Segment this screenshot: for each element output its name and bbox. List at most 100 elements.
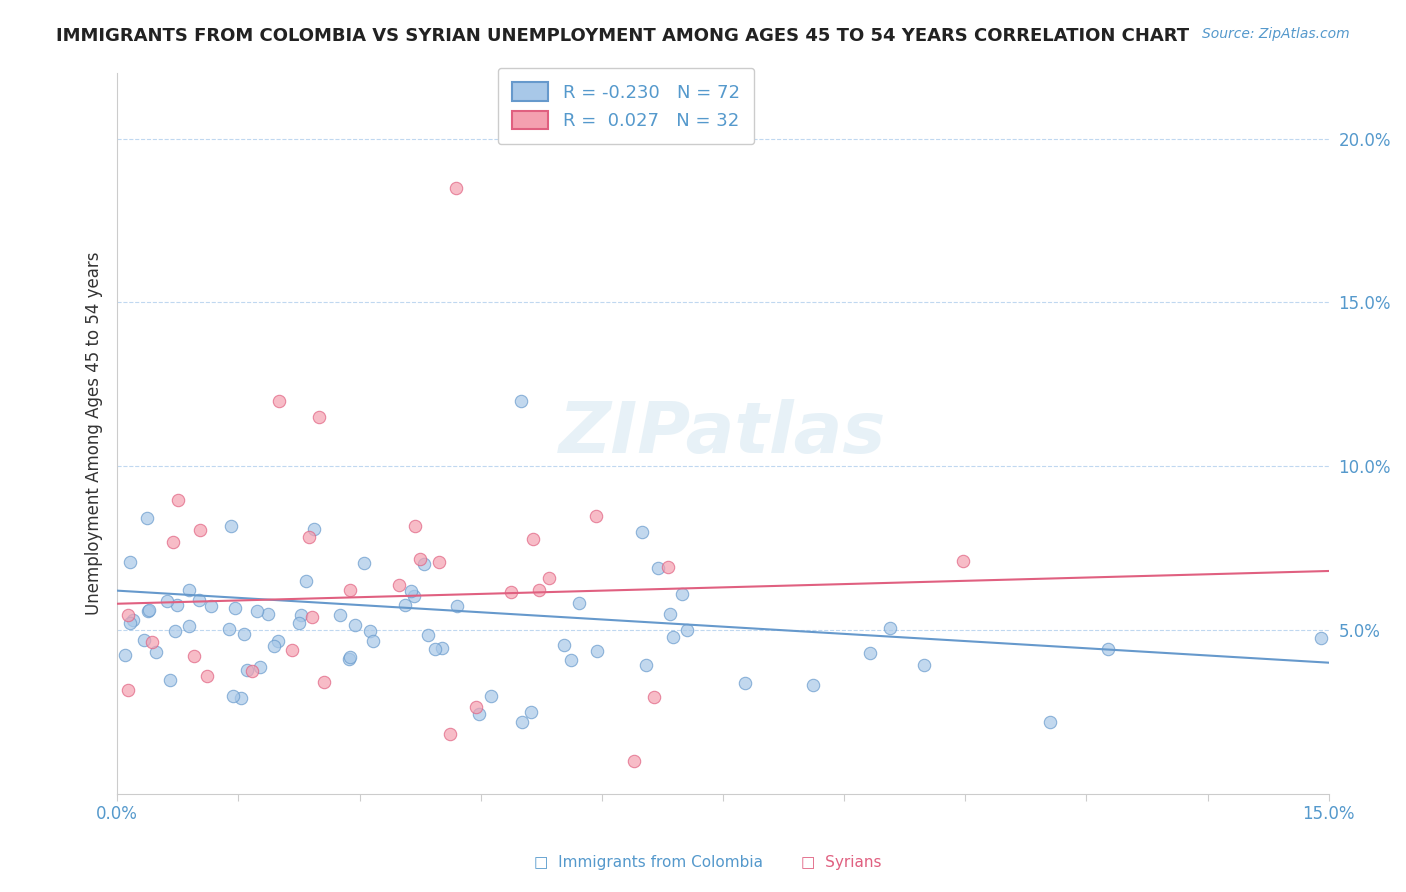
Point [236, 663, 259, 677]
Point [257, 607, 280, 622]
Point [200, 599, 222, 613]
Y-axis label: Unemployment Among Ages 45 to 54 years: Unemployment Among Ages 45 to 54 years [86, 252, 103, 615]
Point [281, 643, 304, 657]
Point [353, 557, 375, 571]
Point [188, 523, 211, 537]
Point [519, 705, 541, 719]
Point [363, 633, 385, 648]
Point [412, 557, 434, 571]
Point [339, 650, 361, 665]
Point [404, 519, 426, 533]
Point [308, 410, 330, 425]
Point [136, 604, 159, 618]
Point [339, 582, 361, 597]
Text: □  Immigrants from Colombia: □ Immigrants from Colombia [534, 855, 763, 870]
Point [801, 678, 824, 692]
Point [404, 589, 426, 603]
Point [468, 706, 491, 721]
Point [167, 493, 190, 508]
Point [287, 616, 309, 631]
Point [430, 640, 453, 655]
Point [859, 646, 882, 660]
Point [219, 519, 242, 533]
Point [177, 619, 200, 633]
Point [188, 593, 211, 607]
Point [166, 598, 188, 612]
Point [510, 714, 533, 729]
Point [121, 613, 143, 627]
Point [240, 664, 263, 678]
Point [1039, 715, 1062, 730]
Text: Source: ZipAtlas.com: Source: ZipAtlas.com [1202, 27, 1350, 41]
Point [294, 574, 316, 589]
Point [231, 690, 253, 705]
Point [159, 673, 181, 688]
Point [145, 645, 167, 659]
Point [156, 594, 179, 608]
Point [141, 635, 163, 649]
Point [631, 524, 654, 539]
Point [427, 556, 450, 570]
Point [586, 644, 609, 658]
Point [138, 603, 160, 617]
Legend: R = -0.230   N = 72, R =  0.027   N = 32: R = -0.230 N = 72, R = 0.027 N = 32 [498, 68, 754, 145]
Text: □  Syrians: □ Syrians [801, 855, 882, 870]
Point [560, 653, 582, 667]
Point [446, 181, 468, 195]
Point [249, 659, 271, 673]
Point [120, 616, 142, 631]
Point [132, 633, 155, 648]
Point [662, 630, 685, 644]
Point [195, 668, 218, 682]
Point [522, 532, 544, 546]
Point [302, 522, 325, 536]
Point [425, 641, 447, 656]
Point [263, 639, 285, 653]
Point [136, 511, 159, 525]
Point [1309, 631, 1331, 645]
Point [527, 583, 550, 598]
Point [623, 754, 645, 768]
Point [224, 601, 246, 615]
Point [439, 727, 461, 741]
Point [177, 583, 200, 598]
Point [643, 690, 665, 705]
Point [359, 624, 381, 638]
Point [114, 648, 136, 662]
Point [183, 649, 205, 664]
Point [290, 608, 312, 623]
Point [162, 534, 184, 549]
Point [388, 578, 411, 592]
Point [120, 555, 142, 569]
Point [676, 623, 699, 637]
Point [952, 554, 974, 568]
Text: IMMIGRANTS FROM COLOMBIA VS SYRIAN UNEMPLOYMENT AMONG AGES 45 TO 54 YEARS CORREL: IMMIGRANTS FROM COLOMBIA VS SYRIAN UNEMP… [56, 27, 1189, 45]
Point [879, 621, 901, 635]
Point [912, 658, 935, 673]
Point [416, 628, 439, 642]
Point [585, 509, 607, 524]
Point [233, 626, 256, 640]
Point [658, 607, 681, 621]
Point [734, 675, 756, 690]
Point [329, 607, 352, 622]
Point [337, 652, 360, 666]
Point [246, 603, 269, 617]
Point [267, 633, 290, 648]
Point [634, 657, 657, 672]
Point [298, 531, 321, 545]
Point [117, 608, 139, 623]
Point [538, 571, 561, 585]
Point [1097, 642, 1119, 657]
Point [553, 639, 575, 653]
Point [510, 393, 533, 408]
Point [222, 689, 245, 703]
Point [657, 560, 679, 574]
Point [647, 561, 669, 575]
Text: ZIPatlas: ZIPatlas [560, 399, 887, 468]
Point [499, 584, 522, 599]
Point [399, 584, 422, 599]
Point [446, 599, 468, 614]
Point [312, 674, 335, 689]
Point [464, 699, 486, 714]
